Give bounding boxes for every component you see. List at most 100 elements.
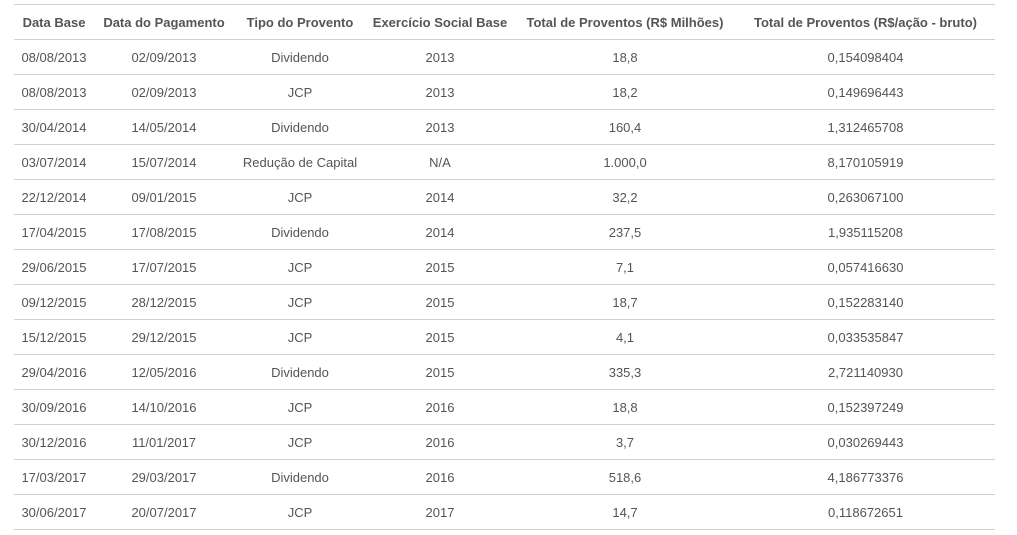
- cell-data-pagamento: 15/07/2014: [94, 144, 234, 180]
- cell-tipo-provento: JCP: [234, 494, 366, 530]
- header-data-pagamento: Data do Pagamento: [94, 4, 234, 40]
- cell-data-pagamento: 02/09/2013: [94, 39, 234, 75]
- cell-data-base: 03/07/2014: [14, 144, 94, 180]
- header-tipo-provento: Tipo do Provento: [234, 4, 366, 40]
- cell-total-por-acao: 1,312465708: [736, 109, 995, 145]
- cell-total-milhoes: 14,7: [514, 494, 736, 530]
- header-exercicio-social: Exercício Social Base: [366, 4, 514, 40]
- cell-data-base: 17/04/2015: [14, 214, 94, 250]
- cell-data-pagamento: 14/10/2016: [94, 389, 234, 425]
- cell-data-base: 29/06/2015: [14, 249, 94, 285]
- cell-data-base: 30/06/2017: [14, 494, 94, 530]
- cell-total-milhoes: 4,1: [514, 319, 736, 355]
- cell-data-pagamento: 02/09/2013: [94, 74, 234, 110]
- proventos-table: Data Base Data do Pagamento Tipo do Prov…: [14, 4, 995, 530]
- cell-data-base: 30/12/2016: [14, 424, 94, 460]
- table-row: 17/04/2015 17/08/2015 Dividendo 2014 237,5 1,…: [14, 214, 995, 250]
- table-row: 30/09/2016 14/10/2016 JCP 2016 18,8 0,1523972…: [14, 389, 995, 425]
- cell-tipo-provento: JCP: [234, 424, 366, 460]
- cell-total-por-acao: 0,152397249: [736, 389, 995, 425]
- cell-total-milhoes: 7,1: [514, 249, 736, 285]
- cell-exercicio-social: 2015: [366, 249, 514, 285]
- cell-total-milhoes: 335,3: [514, 354, 736, 390]
- cell-total-milhoes: 18,2: [514, 74, 736, 110]
- cell-tipo-provento: JCP: [234, 249, 366, 285]
- table-row: 30/12/2016 11/01/2017 JCP 2016 3,7 0,03026944…: [14, 424, 995, 460]
- cell-data-base: 08/08/2013: [14, 74, 94, 110]
- cell-tipo-provento: Redução de Capital: [234, 144, 366, 180]
- proventos-table-container: Data Base Data do Pagamento Tipo do Prov…: [14, 4, 995, 530]
- cell-exercicio-social: 2013: [366, 39, 514, 75]
- table-row: 09/12/2015 28/12/2015 JCP 2015 18,7 0,1522831…: [14, 284, 995, 320]
- cell-tipo-provento: Dividendo: [234, 459, 366, 495]
- cell-data-base: 30/04/2014: [14, 109, 94, 145]
- cell-total-milhoes: 18,8: [514, 389, 736, 425]
- cell-tipo-provento: JCP: [234, 319, 366, 355]
- cell-total-milhoes: 237,5: [514, 214, 736, 250]
- cell-data-pagamento: 29/12/2015: [94, 319, 234, 355]
- cell-data-base: 17/03/2017: [14, 459, 94, 495]
- cell-total-por-acao: 8,170105919: [736, 144, 995, 180]
- header-row: Data Base Data do Pagamento Tipo do Prov…: [14, 4, 995, 40]
- cell-total-por-acao: 0,149696443: [736, 74, 995, 110]
- header-total-por-acao: Total de Proventos (R$/ação - bruto): [736, 4, 995, 40]
- cell-exercicio-social: 2015: [366, 284, 514, 320]
- table-header: Data Base Data do Pagamento Tipo do Prov…: [14, 4, 995, 40]
- cell-data-pagamento: 28/12/2015: [94, 284, 234, 320]
- cell-total-milhoes: 160,4: [514, 109, 736, 145]
- cell-tipo-provento: JCP: [234, 179, 366, 215]
- cell-tipo-provento: Dividendo: [234, 214, 366, 250]
- table-body: 08/08/2013 02/09/2013 Dividendo 2013 18,8 0,1…: [14, 39, 995, 530]
- cell-exercicio-social: 2013: [366, 109, 514, 145]
- cell-exercicio-social: 2017: [366, 494, 514, 530]
- table-row: 17/03/2017 29/03/2017 Dividendo 2016 518,6 4,…: [14, 459, 995, 495]
- cell-data-pagamento: 11/01/2017: [94, 424, 234, 460]
- cell-tipo-provento: Dividendo: [234, 109, 366, 145]
- table-row: 08/08/2013 02/09/2013 JCP 2013 18,2 0,1496964…: [14, 74, 995, 110]
- table-row: 29/04/2016 12/05/2016 Dividendo 2015 335,3 2,…: [14, 354, 995, 390]
- cell-total-por-acao: 4,186773376: [736, 459, 995, 495]
- cell-total-por-acao: 0,057416630: [736, 249, 995, 285]
- table-row: 15/12/2015 29/12/2015 JCP 2015 4,1 0,03353584…: [14, 319, 995, 355]
- cell-exercicio-social: 2015: [366, 319, 514, 355]
- cell-tipo-provento: Dividendo: [234, 39, 366, 75]
- cell-data-pagamento: 14/05/2014: [94, 109, 234, 145]
- cell-data-base: 08/08/2013: [14, 39, 94, 75]
- cell-total-milhoes: 18,7: [514, 284, 736, 320]
- cell-data-base: 22/12/2014: [14, 179, 94, 215]
- table-row: 03/07/2014 15/07/2014 Redução de Capital N/…: [14, 144, 995, 180]
- cell-data-pagamento: 12/05/2016: [94, 354, 234, 390]
- cell-total-por-acao: 0,118672651: [736, 494, 995, 530]
- cell-total-por-acao: 0,030269443: [736, 424, 995, 460]
- cell-tipo-provento: JCP: [234, 389, 366, 425]
- cell-exercicio-social: 2016: [366, 459, 514, 495]
- cell-total-por-acao: 2,721140930: [736, 354, 995, 390]
- cell-tipo-provento: JCP: [234, 284, 366, 320]
- cell-data-pagamento: 17/08/2015: [94, 214, 234, 250]
- table-row: 30/06/2017 20/07/2017 JCP 2017 14,7 0,1186726…: [14, 494, 995, 530]
- cell-data-pagamento: 20/07/2017: [94, 494, 234, 530]
- header-total-milhoes: Total de Proventos (R$ Milhões): [514, 4, 736, 40]
- cell-total-por-acao: 0,033535847: [736, 319, 995, 355]
- cell-data-base: 29/04/2016: [14, 354, 94, 390]
- cell-total-milhoes: 18,8: [514, 39, 736, 75]
- table-row: 29/06/2015 17/07/2015 JCP 2015 7,1 0,05741663…: [14, 249, 995, 285]
- cell-exercicio-social: 2013: [366, 74, 514, 110]
- table-row: 22/12/2014 09/01/2015 JCP 2014 32,2 0,2630671…: [14, 179, 995, 215]
- cell-total-milhoes: 32,2: [514, 179, 736, 215]
- cell-exercicio-social: 2014: [366, 214, 514, 250]
- cell-data-base: 09/12/2015: [14, 284, 94, 320]
- table-row: 08/08/2013 02/09/2013 Dividendo 2013 18,8 0,1…: [14, 39, 995, 75]
- cell-total-por-acao: 0,152283140: [736, 284, 995, 320]
- cell-total-milhoes: 3,7: [514, 424, 736, 460]
- cell-data-pagamento: 09/01/2015: [94, 179, 234, 215]
- cell-exercicio-social: 2016: [366, 389, 514, 425]
- cell-total-por-acao: 0,154098404: [736, 39, 995, 75]
- cell-exercicio-social: N/A: [366, 144, 514, 180]
- header-data-base: Data Base: [14, 4, 94, 40]
- cell-exercicio-social: 2016: [366, 424, 514, 460]
- cell-exercicio-social: 2015: [366, 354, 514, 390]
- cell-tipo-provento: JCP: [234, 74, 366, 110]
- cell-total-por-acao: 0,263067100: [736, 179, 995, 215]
- cell-data-base: 30/09/2016: [14, 389, 94, 425]
